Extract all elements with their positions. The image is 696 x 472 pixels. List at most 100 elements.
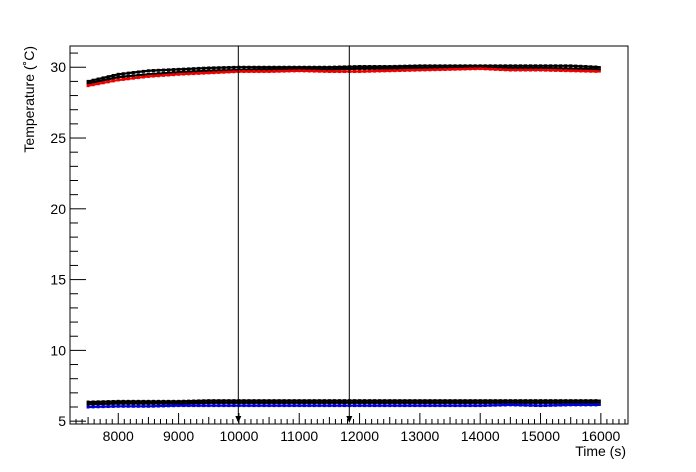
data-point <box>167 73 171 77</box>
x-tick-label: 10000 <box>219 428 258 444</box>
data-point <box>272 69 276 73</box>
data-point <box>192 399 196 403</box>
data-point <box>257 68 261 72</box>
data-point <box>564 67 568 71</box>
data-point <box>317 65 321 69</box>
data-point <box>182 404 186 408</box>
data-point <box>408 66 412 70</box>
y-tick-label: 5 <box>58 413 66 429</box>
data-point <box>162 399 166 403</box>
data-point <box>453 399 457 403</box>
data-point <box>197 399 201 403</box>
data-point <box>559 66 563 70</box>
data-point <box>418 66 422 70</box>
data-point <box>513 64 517 68</box>
data-point <box>528 399 532 403</box>
data-point <box>217 69 221 73</box>
data-point <box>393 401 397 405</box>
data-point <box>86 84 90 88</box>
data-point <box>544 401 548 405</box>
data-point <box>327 399 331 403</box>
data-point <box>523 66 527 70</box>
data-point <box>478 401 482 405</box>
data-point <box>96 82 100 86</box>
data-point <box>368 67 372 71</box>
data-point <box>146 72 150 76</box>
data-point <box>257 69 261 73</box>
data-point <box>302 404 306 408</box>
data-point <box>584 399 588 403</box>
data-point <box>222 404 226 408</box>
data-point <box>554 64 558 68</box>
data-point <box>96 400 100 404</box>
data-point <box>96 405 100 409</box>
data-point <box>503 64 507 68</box>
data-point <box>383 399 387 403</box>
data-point <box>458 399 462 403</box>
data-point <box>523 401 527 405</box>
data-point <box>252 69 256 73</box>
data-point <box>534 68 538 72</box>
data-point <box>322 67 326 71</box>
data-point <box>232 404 236 408</box>
data-point <box>111 399 115 403</box>
data-point <box>373 404 377 408</box>
data-point <box>383 401 387 405</box>
data-point <box>488 401 492 405</box>
data-point <box>523 64 527 68</box>
data-point <box>398 64 402 68</box>
data-point <box>287 399 291 403</box>
data-point <box>232 65 236 69</box>
data-point <box>554 66 558 70</box>
data-point <box>408 64 412 68</box>
data-point <box>332 65 336 69</box>
data-point <box>156 74 160 78</box>
data-point <box>86 405 90 409</box>
data-point <box>569 69 573 73</box>
data-point <box>121 72 125 76</box>
data-point <box>433 68 437 72</box>
data-point <box>453 67 457 71</box>
data-point <box>483 401 487 405</box>
data-point <box>584 67 588 71</box>
data-point <box>262 399 266 403</box>
data-point <box>342 401 346 405</box>
data-point <box>423 404 427 408</box>
data-point <box>86 82 90 86</box>
data-point <box>131 401 135 405</box>
data-point <box>564 399 568 403</box>
data-point <box>162 404 166 408</box>
data-point <box>488 399 492 403</box>
data-point <box>373 401 377 405</box>
data-point <box>307 69 311 73</box>
y-tick-label: 20 <box>50 201 66 217</box>
data-point <box>473 399 477 403</box>
data-point <box>539 66 543 70</box>
data-point <box>172 401 176 405</box>
data-point <box>438 399 442 403</box>
data-point <box>312 69 316 73</box>
data-point <box>146 404 150 408</box>
data-point <box>167 68 171 72</box>
data-point <box>518 401 522 405</box>
data-point <box>428 401 432 405</box>
data-point <box>227 399 231 403</box>
x-tick-label: 15000 <box>521 428 560 444</box>
data-point <box>559 69 563 73</box>
data-point <box>111 73 115 77</box>
data-point <box>549 403 553 407</box>
data-point <box>337 399 341 403</box>
data-point <box>574 399 578 403</box>
data-point <box>172 73 176 77</box>
data-point <box>564 403 568 407</box>
data-point <box>398 66 402 70</box>
data-point <box>358 404 362 408</box>
data-point <box>433 399 437 403</box>
data-point <box>368 69 372 73</box>
data-point <box>141 69 145 73</box>
data-point <box>513 401 517 405</box>
data-point <box>252 401 256 405</box>
data-point <box>388 67 392 71</box>
data-point <box>307 67 311 71</box>
data-point <box>564 69 568 73</box>
